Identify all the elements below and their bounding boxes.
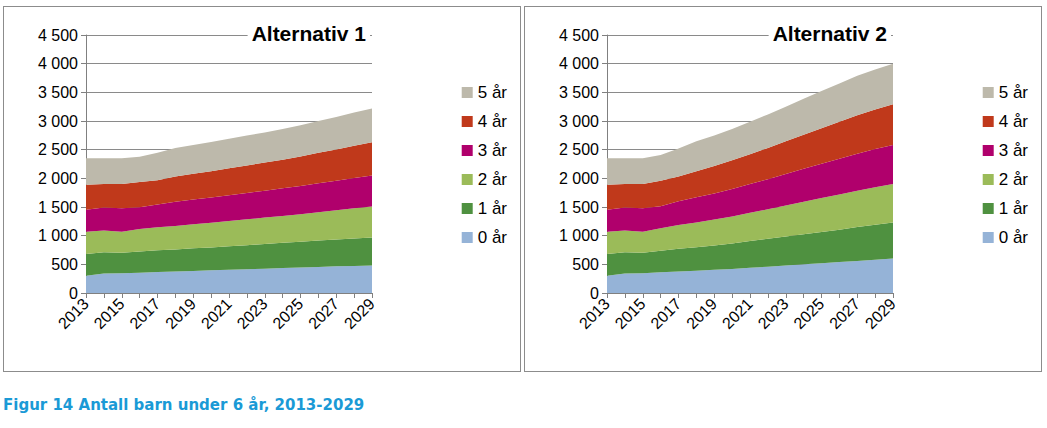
svg-text:1 500: 1 500 [559,199,599,216]
svg-text:2027: 2027 [305,295,342,332]
svg-text:2013: 2013 [576,295,613,332]
svg-text:2 000: 2 000 [559,170,599,187]
svg-text:4 000: 4 000 [38,55,78,72]
svg-text:1 år: 1 år [999,199,1029,218]
svg-text:0: 0 [69,284,78,302]
svg-text:4 000: 4 000 [559,55,599,72]
svg-text:500: 500 [572,256,599,273]
svg-text:2019: 2019 [162,295,199,332]
svg-text:4 år: 4 år [999,112,1029,131]
svg-text:2021: 2021 [198,295,235,332]
svg-text:2025: 2025 [790,295,827,332]
svg-text:2015: 2015 [91,295,128,332]
svg-text:2021: 2021 [719,295,756,332]
svg-text:4 år: 4 år [478,112,508,131]
svg-text:4 500: 4 500 [38,27,78,44]
svg-text:2029: 2029 [862,295,899,332]
svg-text:3 500: 3 500 [559,84,599,101]
svg-text:2 500: 2 500 [38,141,78,158]
svg-text:2023: 2023 [234,295,271,332]
svg-text:2025: 2025 [269,295,306,332]
svg-text:3 år: 3 år [999,141,1029,160]
svg-text:2 år: 2 år [999,170,1029,189]
svg-text:2 500: 2 500 [559,141,599,158]
svg-text:0 år: 0 år [999,228,1029,247]
svg-text:2013: 2013 [55,295,92,332]
svg-text:3 000: 3 000 [559,113,599,130]
svg-text:500: 500 [51,256,78,273]
svg-text:3 000: 3 000 [38,113,78,130]
svg-text:3 500: 3 500 [38,84,78,101]
svg-text:2019: 2019 [683,295,720,332]
svg-text:2023: 2023 [755,295,792,332]
svg-text:0 år: 0 år [478,228,508,247]
html-text:Figur 14 Antall barn under 6 å: Figur 14 Antall barn under 6 år, 2013-20… [3,396,365,414]
svg-text:1 000: 1 000 [559,227,599,244]
svg-text:2 år: 2 år [478,170,508,189]
svg-text:2015: 2015 [612,295,649,332]
svg-text:2017: 2017 [647,295,684,332]
svg-text:5 år: 5 år [999,83,1029,102]
svg-text:2 000: 2 000 [38,170,78,187]
svg-text:1 000: 1 000 [38,227,78,244]
svg-text:Alternativ 2: Alternativ 2 [773,22,887,45]
svg-text:Alternativ 1: Alternativ 1 [252,22,367,45]
svg-text:3 år: 3 år [478,141,508,160]
svg-text:4 500: 4 500 [559,27,599,44]
svg-text:2027: 2027 [826,295,863,332]
svg-text:1 500: 1 500 [38,199,78,216]
svg-text:5 år: 5 år [478,83,508,102]
svg-text:2029: 2029 [341,295,378,332]
svg-text:0: 0 [590,284,599,302]
svg-text:1 år: 1 år [478,199,508,218]
svg-text:2017: 2017 [126,295,163,332]
